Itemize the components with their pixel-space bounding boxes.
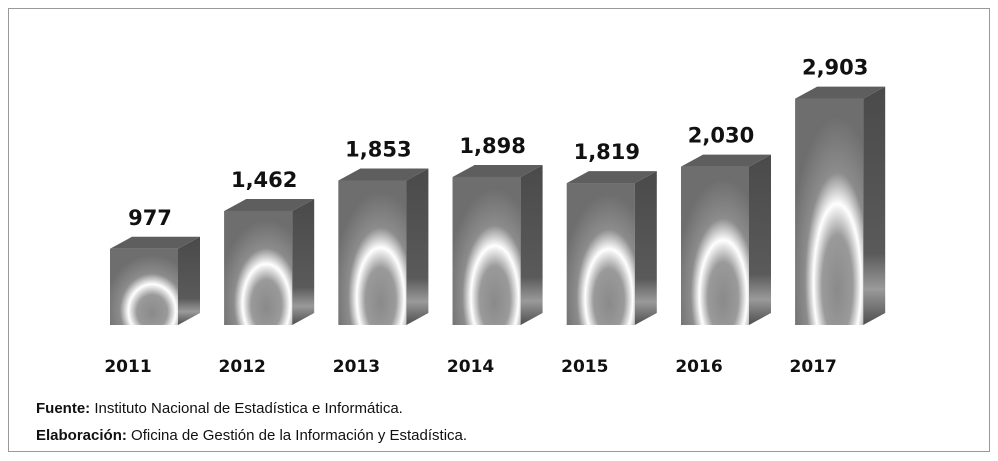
value-label: 1,853 <box>345 137 411 161</box>
x-tick-label: 2015 <box>561 357 608 377</box>
bar-side <box>178 236 200 325</box>
bar-top <box>338 168 429 181</box>
bar-side <box>863 86 886 325</box>
note-elaboration: Elaboración: Oficina de Gestión de la In… <box>36 427 467 444</box>
x-tick-label: 2012 <box>219 357 266 377</box>
bars: 977 2011 1,462 2012 1,853 2013 1,898 2014 1,819 2… <box>104 56 886 377</box>
note-text: Instituto Nacional de Estadística e Info… <box>94 400 403 417</box>
bar-top <box>224 198 315 211</box>
note-source: Fuente: Instituto Nacional de Estadístic… <box>36 400 403 417</box>
value-label: 1,898 <box>459 134 525 158</box>
bar-shine <box>338 180 407 325</box>
value-label: 1,819 <box>574 140 640 164</box>
frame <box>8 8 990 452</box>
x-tick-label: 2013 <box>333 357 380 377</box>
bar-shine <box>795 98 864 325</box>
bar-top <box>566 171 657 184</box>
x-tick-label: 2017 <box>790 357 837 377</box>
bar-side <box>406 168 429 325</box>
bar-shine <box>566 183 635 325</box>
note-text: Oficina de Gestión de la Información y E… <box>131 427 467 444</box>
x-tick-label: 2014 <box>447 357 494 377</box>
bar-top <box>452 164 543 177</box>
bar-shine <box>681 166 749 325</box>
value-label: 2,903 <box>802 56 868 80</box>
x-tick-label: 2011 <box>104 357 151 377</box>
bar-side <box>292 198 315 325</box>
bar-side <box>749 154 771 325</box>
x-tick-label: 2016 <box>675 357 722 377</box>
value-label: 1,462 <box>231 168 297 192</box>
value-label: 2,030 <box>688 124 754 148</box>
bar-shine <box>224 210 293 325</box>
bar-side <box>634 171 657 325</box>
note-label: Elaboración: <box>36 427 127 444</box>
bar-shine <box>110 248 178 325</box>
value-label: 977 <box>128 206 172 230</box>
note-label: Fuente: <box>36 400 90 417</box>
bar-top <box>795 86 886 99</box>
bar-top <box>681 154 771 167</box>
bar-top <box>110 236 200 249</box>
bar-side <box>520 164 543 325</box>
bar-shine <box>452 176 521 325</box>
